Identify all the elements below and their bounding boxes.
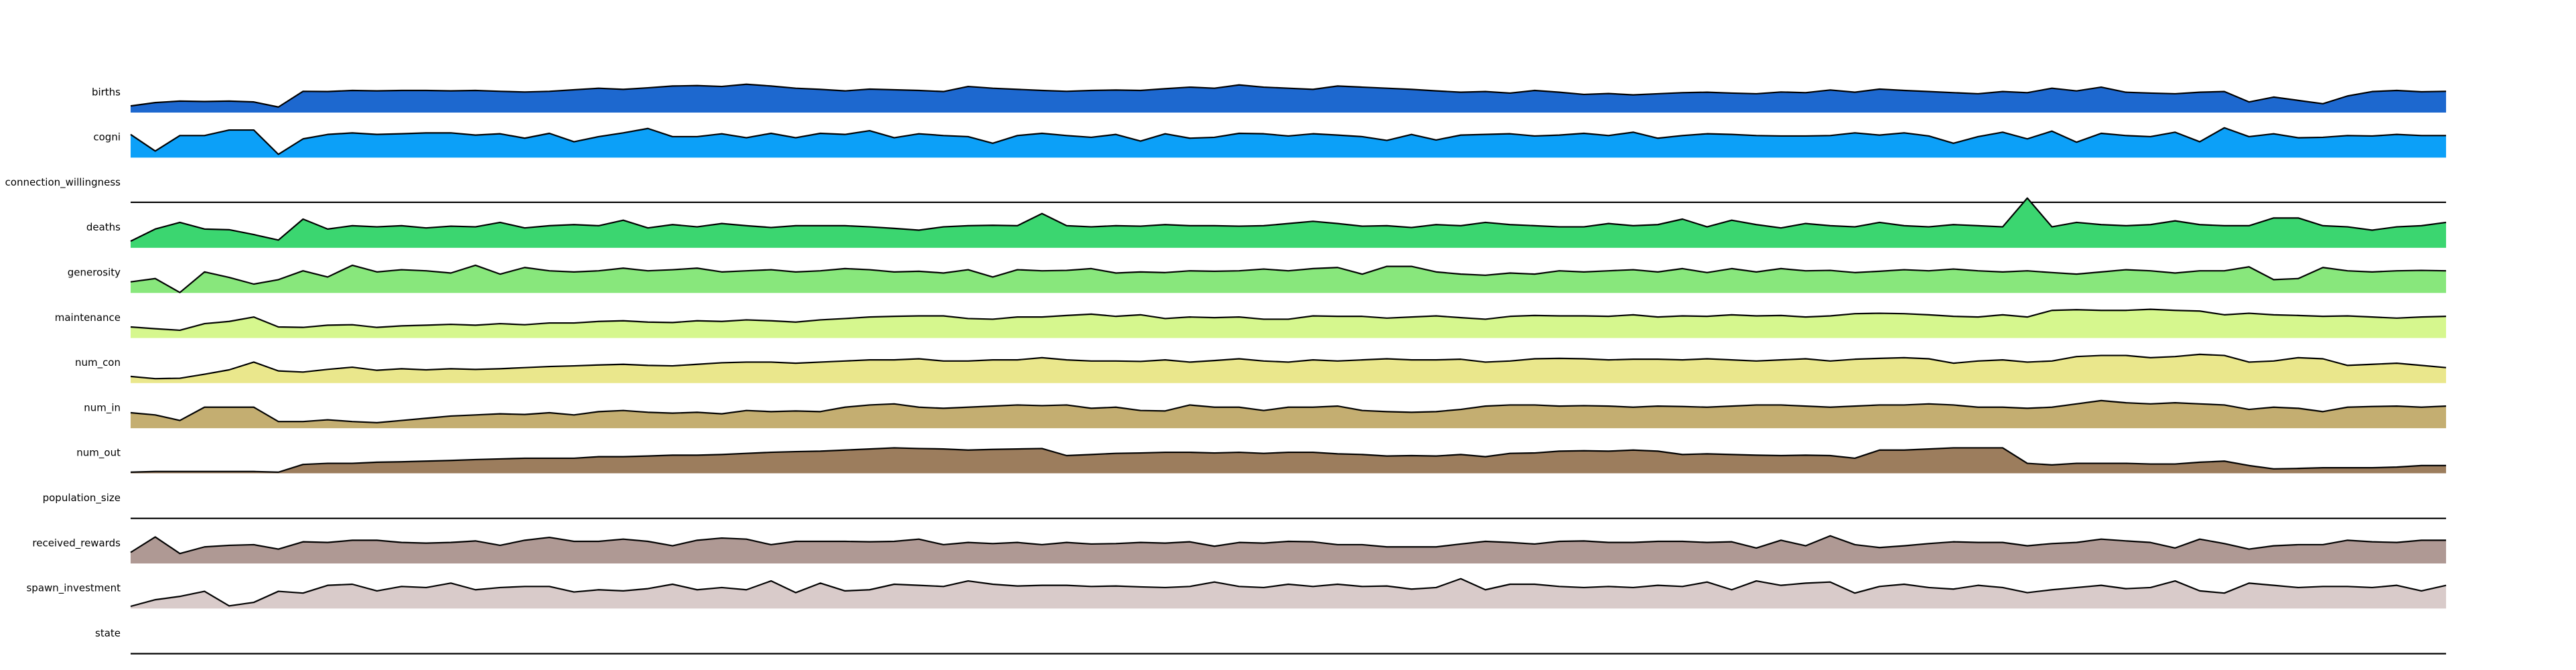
ridge-line-num_in	[130, 399, 2447, 423]
ridge-area-spawn_investment	[131, 578, 2446, 609]
row-label-spawn_investment: spawn_investment	[26, 582, 121, 595]
row-label-num_con: num_con	[75, 356, 121, 369]
ridge-line-num_con	[130, 353, 2447, 380]
row-label-generosity: generosity	[68, 266, 121, 278]
row-label-state: state	[95, 627, 121, 639]
ridge-line-cogni	[130, 127, 2446, 155]
ridge-area-maintenance	[131, 309, 2446, 338]
ridge-area-received_rewards	[131, 535, 2446, 563]
ridge-line-received_rewards	[130, 535, 2446, 555]
ridge-connection_willingness	[131, 201, 2446, 204]
ridges-group	[130, 83, 2447, 655]
ridge-num_con	[130, 353, 2447, 383]
row-label-births: births	[92, 86, 121, 98]
ridge-area-generosity	[131, 265, 2446, 293]
ridge-cogni	[130, 127, 2446, 158]
ridge-area-cogni	[131, 127, 2446, 158]
row-label-cogni: cogni	[93, 131, 121, 143]
ridge-births	[130, 83, 2447, 113]
ridge-line-births	[130, 83, 2447, 108]
row-label-maintenance: maintenance	[55, 312, 121, 324]
ridge-received_rewards	[130, 535, 2446, 563]
ridge-maintenance	[130, 308, 2447, 338]
ridge-line-maintenance	[130, 308, 2447, 332]
ridge-generosity	[130, 264, 2447, 293]
ridge-area-num_in	[131, 400, 2446, 429]
row-label-num_in: num_in	[84, 401, 121, 414]
row-label-num_out: num_out	[76, 447, 121, 460]
ridge-line-num_out	[130, 447, 2446, 473]
ridge-line-spawn_investment	[130, 578, 2447, 608]
ridge-area-deaths	[131, 198, 2446, 248]
ridge-num_in	[130, 399, 2447, 429]
row-label-connection_willingness: connection_willingness	[5, 176, 121, 189]
ridge-deaths	[130, 197, 2447, 248]
ridge-area-num_con	[131, 354, 2446, 383]
row-label-deaths: deaths	[86, 221, 121, 233]
ridge-spawn_investment	[130, 578, 2447, 609]
ridge-line-deaths	[130, 197, 2447, 242]
ridge-num_out	[130, 447, 2446, 474]
row-label-population_size: population_size	[43, 492, 121, 505]
ridge-line-generosity	[130, 264, 2447, 293]
row-label-received_rewards: received_rewards	[32, 537, 121, 549]
